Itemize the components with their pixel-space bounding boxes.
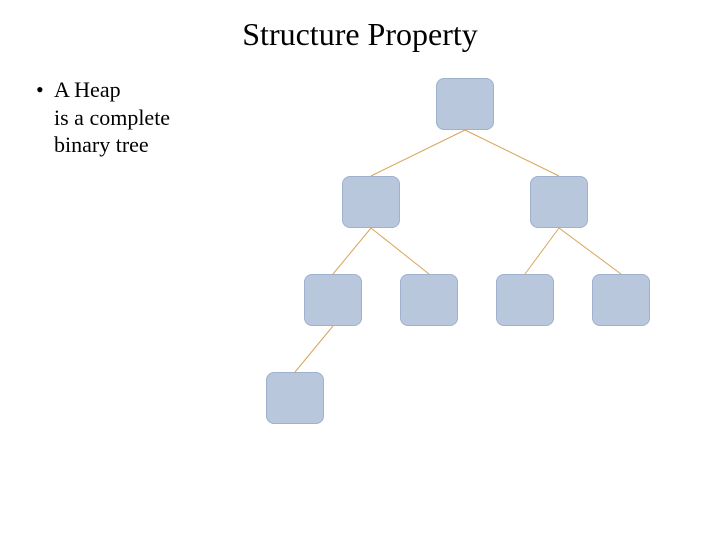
tree-edge	[371, 228, 429, 274]
slide: Structure Property • A Heap is a complet…	[0, 0, 720, 540]
tree-edge	[295, 326, 333, 372]
tree-node	[342, 176, 400, 228]
tree-edge	[465, 130, 559, 176]
tree-node	[530, 176, 588, 228]
tree-node	[400, 274, 458, 326]
tree-edge	[371, 130, 465, 176]
slide-title: Structure Property	[0, 16, 720, 53]
tree-edge	[333, 228, 371, 274]
tree-node	[266, 372, 324, 424]
tree-node	[592, 274, 650, 326]
bullet-line-2: binary tree	[54, 132, 149, 157]
bullet-item: • A Heap is a complete binary tree	[54, 76, 170, 159]
tree-node	[304, 274, 362, 326]
bullet-line-0: A Heap	[54, 77, 121, 102]
tree-edge	[559, 228, 621, 274]
tree-edge	[525, 228, 559, 274]
tree-node	[436, 78, 494, 130]
bullet-dot: •	[36, 76, 44, 104]
tree-node	[496, 274, 554, 326]
bullet-line-1: is a complete	[54, 105, 170, 130]
